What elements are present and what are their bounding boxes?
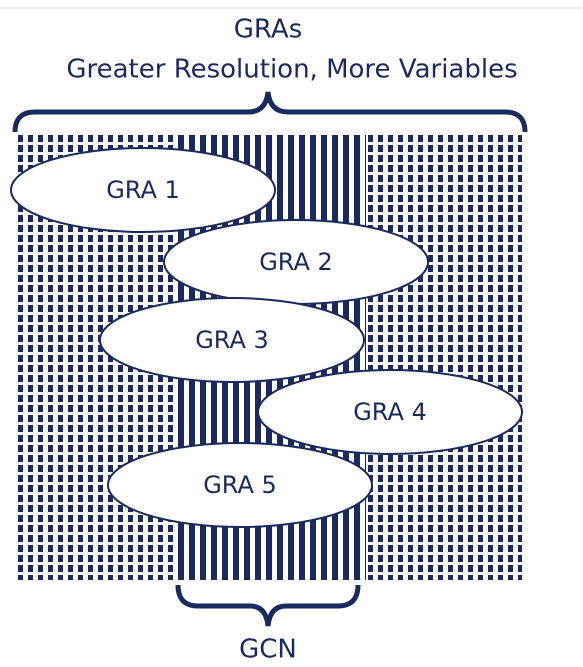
node-label: GRA 2	[259, 248, 333, 276]
node-ellipse	[107, 442, 373, 528]
nodes: GRA 1 GRA 2 GRA 3 GRA 4 GRA 5	[10, 147, 523, 528]
dotted-grid-right	[366, 135, 522, 580]
node-ellipse	[10, 147, 276, 233]
top-brace	[12, 91, 528, 133]
node-label: GRA 5	[203, 471, 277, 499]
title: GRAs	[234, 15, 303, 45]
node-label: GRA 4	[353, 398, 427, 426]
node-label: GRA 1	[106, 176, 180, 204]
node-ellipse	[99, 297, 365, 383]
node-label: GRA 3	[195, 326, 269, 354]
footer-label: GCN	[239, 635, 297, 665]
subtitle: Greater Resolution, More Variables	[66, 55, 517, 85]
node-ellipse	[257, 369, 523, 455]
bottom-brace	[175, 584, 361, 627]
